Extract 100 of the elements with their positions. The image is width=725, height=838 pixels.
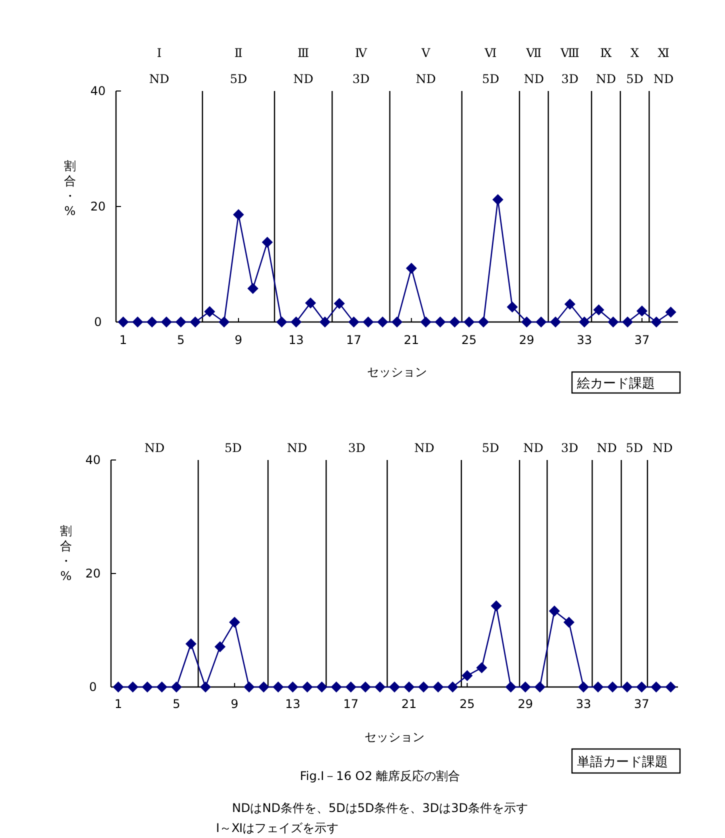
point <box>262 236 273 248</box>
point <box>478 316 489 328</box>
point <box>118 316 129 328</box>
point <box>127 682 138 692</box>
y-axis-title: 割合・% <box>60 524 72 583</box>
point <box>548 605 560 616</box>
x-tick-label: 13 <box>285 697 300 711</box>
point <box>636 306 648 317</box>
text: ND <box>144 441 165 455</box>
x-tick-label: 1 <box>114 697 122 711</box>
point <box>622 682 633 692</box>
text: ND <box>416 72 436 86</box>
x-tick-label: 33 <box>576 333 592 347</box>
x-tick-label: 1 <box>119 333 128 347</box>
text: ND <box>414 441 434 455</box>
text: Ⅱ <box>234 46 243 60</box>
x-tick-label: 29 <box>518 697 533 711</box>
text: 5D <box>230 72 248 86</box>
x-tick-label: 21 <box>404 333 420 347</box>
point <box>505 682 516 692</box>
text: ND <box>149 72 170 86</box>
y-axis-title: 割合・% <box>64 159 76 218</box>
point <box>146 316 158 328</box>
text: 3D <box>348 441 366 455</box>
point <box>362 316 374 328</box>
point <box>112 682 124 692</box>
point <box>287 682 298 692</box>
x-tick-label: 25 <box>461 333 477 347</box>
point <box>374 682 386 692</box>
point <box>462 670 473 682</box>
point <box>520 682 531 692</box>
point <box>272 682 284 692</box>
point <box>464 316 475 328</box>
point <box>578 682 589 692</box>
point <box>593 304 604 316</box>
text: ND <box>293 72 314 86</box>
x-tick-label: 37 <box>634 697 650 711</box>
text: ND <box>654 72 674 86</box>
point <box>334 298 345 310</box>
point <box>214 641 226 652</box>
text: NDはND条件を、5Dは5D条件を、3Dは3D条件を示す <box>232 801 528 815</box>
point <box>506 301 518 312</box>
point <box>665 306 676 318</box>
text: 絵カード課題 <box>576 376 655 392</box>
point <box>392 316 402 328</box>
point <box>218 316 230 328</box>
x-tick-label: 25 <box>460 697 475 711</box>
point <box>276 316 288 328</box>
x-tick-label: 17 <box>346 333 362 347</box>
text: 単語カード課題 <box>577 755 668 770</box>
x-tick-label: 37 <box>634 333 650 347</box>
point <box>389 682 400 692</box>
point <box>536 316 547 328</box>
x-axis-title: セッション <box>364 730 424 744</box>
text: 5D <box>482 72 500 86</box>
y-tick-label: 20 <box>90 200 106 214</box>
point <box>650 316 662 328</box>
text: 5D <box>224 441 242 455</box>
point <box>190 316 201 328</box>
text: Ⅰ～Ⅺはフェイズを示す <box>216 821 339 835</box>
point <box>449 316 460 328</box>
point <box>608 316 619 328</box>
text: Ⅹ <box>630 46 640 60</box>
y-tick-label: 40 <box>85 453 101 467</box>
text: ND <box>596 72 616 86</box>
y-tick-label: 40 <box>90 84 106 98</box>
point <box>377 316 388 328</box>
point <box>447 682 458 692</box>
point <box>563 616 574 628</box>
point <box>550 316 562 328</box>
point <box>578 316 590 328</box>
x-axis-title: セッション <box>367 365 427 379</box>
point <box>132 316 144 328</box>
x-tick-label: 5 <box>172 697 180 711</box>
x-tick-label: 5 <box>177 333 185 347</box>
x-tick-label: 9 <box>230 697 238 711</box>
text: 3D <box>561 72 579 86</box>
text: Ⅶ <box>525 46 542 60</box>
point <box>330 682 342 692</box>
point <box>156 682 168 692</box>
point <box>622 316 634 328</box>
point <box>521 316 532 328</box>
point <box>247 283 258 294</box>
text: 5D <box>626 441 644 455</box>
point <box>665 682 676 692</box>
point <box>316 682 328 692</box>
text: 3D <box>561 441 578 455</box>
point <box>360 682 371 692</box>
x-tick-label: 9 <box>234 333 242 347</box>
y-tick-label: 0 <box>94 315 102 329</box>
point <box>564 298 576 310</box>
text: 3D <box>352 72 370 86</box>
point <box>170 682 182 692</box>
text: ND <box>287 441 308 455</box>
point <box>650 682 662 692</box>
point <box>204 306 216 318</box>
x-tick-label: 33 <box>576 697 592 711</box>
text: Ⅴ <box>420 46 430 60</box>
text: ND <box>652 441 673 455</box>
point <box>258 682 270 692</box>
